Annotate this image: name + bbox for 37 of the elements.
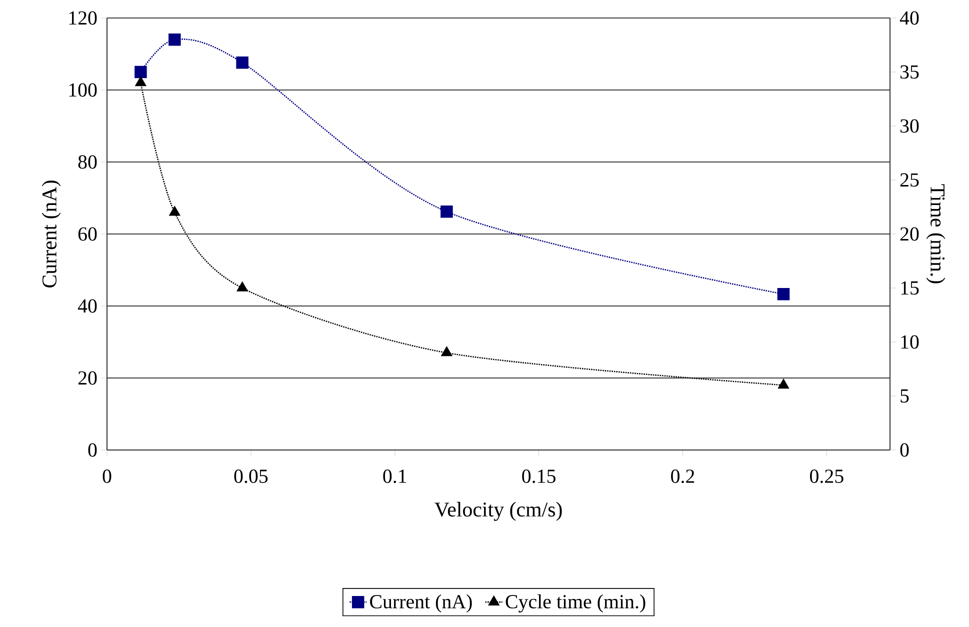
- x-axis-title: Velocity (cm/s): [434, 502, 562, 521]
- point: [135, 76, 146, 86]
- y2-tick-label: 25: [900, 173, 919, 187]
- y2-tick-label: 40: [900, 11, 919, 25]
- y2-tick-label: 5: [900, 389, 909, 403]
- y-tick-label: 40: [78, 299, 97, 313]
- y-axis-title: Current (nA): [42, 180, 61, 288]
- y2-tick-label: 20: [900, 227, 919, 241]
- point: [777, 288, 790, 300]
- point: [778, 379, 789, 389]
- y-tick-label: 20: [78, 371, 97, 385]
- y2-tick-label: 35: [900, 65, 919, 79]
- y2-tick-label: 0: [900, 443, 909, 457]
- y2-tick-label: 15: [901, 281, 919, 295]
- y-tick-label: 60: [78, 227, 97, 241]
- y-tick-label: 100: [69, 83, 97, 97]
- point: [134, 66, 147, 78]
- legend-label: Current (nA): [370, 594, 472, 612]
- x-tick-label: 0.05: [234, 470, 268, 484]
- x-tick-label: 0.15: [522, 470, 556, 484]
- x-tick-label: 0.2: [671, 470, 694, 484]
- x-tick-label: 0.25: [810, 470, 844, 484]
- y2-tick-label: 30: [900, 119, 919, 133]
- y-tick-label: 0: [88, 443, 97, 457]
- point: [236, 282, 248, 292]
- legend-label: Cycle time (min.): [506, 594, 646, 613]
- point: [168, 33, 181, 46]
- x-tick-label: 0.1: [383, 470, 406, 484]
- point: [169, 206, 180, 216]
- x-tick-label: 0: [102, 470, 112, 483]
- y2-axis-title: Time (min.): [926, 184, 946, 284]
- point: [441, 346, 452, 356]
- y-tick-label: 80: [78, 155, 97, 169]
- point: [236, 56, 248, 69]
- y-tick-label: 120: [69, 11, 97, 25]
- y2-tick-label: 10: [901, 335, 919, 349]
- point: [440, 206, 453, 218]
